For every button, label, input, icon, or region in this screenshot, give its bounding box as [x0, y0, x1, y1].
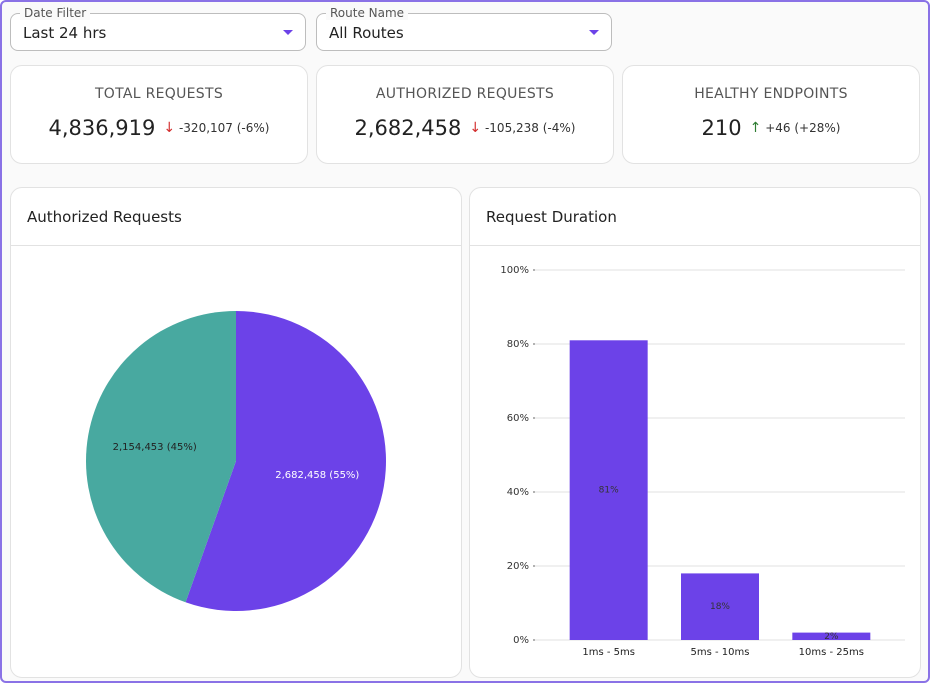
bar	[681, 573, 759, 640]
bar	[792, 632, 871, 640]
x-tick-label: 1ms - 5ms	[582, 647, 635, 658]
bar-label: 81%	[599, 486, 619, 496]
date-filter[interactable]: Date Filter Last 24 hrs	[10, 6, 306, 51]
route-filter[interactable]: Route Name All Routes	[316, 6, 612, 51]
y-tick-label: 80%	[507, 339, 529, 350]
kpi-delta: -320,107 (-6%)	[178, 121, 270, 135]
kpi-value: 4,836,919	[48, 116, 156, 140]
bar-label: 2%	[824, 632, 839, 642]
chart-title: Request Duration	[470, 188, 920, 246]
y-tick-label: 60%	[507, 413, 529, 424]
x-tick-label: 10ms - 25ms	[799, 647, 864, 658]
y-tick-label: 20%	[507, 561, 529, 572]
kpi-card: TOTAL REQUESTS 4,836,919 ↓ -320,107 (-6%)	[10, 65, 308, 164]
filter-label: Date Filter	[20, 6, 91, 20]
arrow-up: ↑	[749, 120, 762, 136]
kpi-card: HEALTHY ENDPOINTS 210 ↑ +46 (+28%)	[622, 65, 920, 164]
dropdown-caret	[589, 30, 599, 35]
bar	[569, 340, 648, 640]
arrow-down: ↓	[469, 120, 482, 136]
slice-label: 2,154,453 (45%)	[113, 442, 197, 453]
bar-label: 18%	[710, 602, 730, 612]
kpi-delta: +46 (+28%)	[765, 121, 841, 135]
filter-value: All Routes	[329, 24, 404, 42]
kpi-title: AUTHORIZED REQUESTS	[375, 86, 555, 102]
dropdown-caret	[283, 30, 293, 35]
y-tick-label: 40%	[507, 487, 529, 498]
kpi-value: 210	[701, 116, 742, 140]
kpi-card: AUTHORIZED REQUESTS 2,682,458 ↓ -105,238 …	[316, 65, 614, 164]
pie-slice	[86, 311, 236, 603]
kpi-title: TOTAL REQUESTS	[94, 86, 224, 102]
x-tick-label: 5ms - 10ms	[691, 647, 750, 658]
kpi-delta: -105,238 (-4%)	[484, 121, 576, 135]
kpi-title: HEALTHY ENDPOINTS	[694, 86, 848, 102]
arrow-down: ↓	[163, 120, 176, 136]
pie-slice	[185, 311, 387, 611]
y-tick-label: 100%	[500, 265, 529, 276]
y-tick-label: 0%	[513, 635, 529, 646]
slice-label: 2,682,458 (55%)	[275, 470, 359, 481]
chart-title: Authorized Requests	[11, 188, 461, 246]
filter-label: Route Name	[326, 6, 409, 20]
kpi-value: 2,682,458	[354, 116, 462, 140]
filter-value: Last 24 hrs	[23, 24, 107, 42]
